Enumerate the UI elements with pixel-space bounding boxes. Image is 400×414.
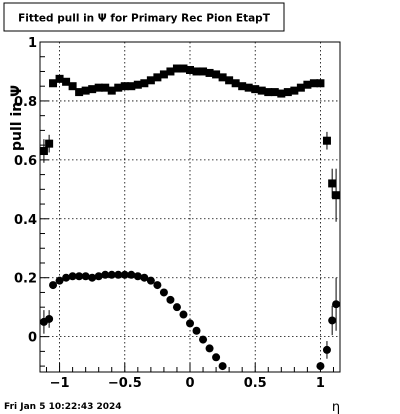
square-marker xyxy=(39,147,48,156)
square-marker xyxy=(303,80,312,89)
y-tick-label: 0.6 xyxy=(14,154,37,169)
square-marker xyxy=(68,82,77,91)
y-axis-label: pull in Ψ xyxy=(9,85,25,151)
circle-marker xyxy=(45,314,54,323)
circle-marker xyxy=(172,303,181,312)
axes: −1 −0.5 0 0.5 1 0 0.2 0.4 0.6 0.8 1 xyxy=(14,36,334,391)
circle-marker xyxy=(127,270,136,279)
square-marker xyxy=(277,89,286,98)
square-marker xyxy=(146,76,155,85)
y-tick-label: 1 xyxy=(28,36,37,51)
circle-marker xyxy=(75,272,84,281)
circle-marker xyxy=(81,272,90,281)
square-marker xyxy=(212,70,221,79)
circle-marker xyxy=(133,272,142,281)
square-marker xyxy=(244,83,253,92)
circle-marker xyxy=(88,273,97,282)
square-marker xyxy=(205,68,214,77)
x-tick-label: 0.5 xyxy=(244,376,267,391)
square-marker xyxy=(88,85,97,94)
circle-marker xyxy=(192,326,201,335)
square-marker xyxy=(94,83,103,92)
square-marker xyxy=(127,82,136,91)
square-marker xyxy=(231,79,240,88)
square-marker xyxy=(283,88,292,97)
circle-marker xyxy=(140,273,149,282)
circle-marker xyxy=(62,273,71,282)
series-square xyxy=(39,64,341,222)
square-marker xyxy=(166,67,175,76)
footer-timestamp: Fri Jan 5 10:22:43 2024 xyxy=(4,402,122,412)
square-marker xyxy=(62,77,71,86)
square-marker xyxy=(81,86,90,95)
circle-marker xyxy=(107,270,116,279)
square-marker xyxy=(290,86,299,95)
square-marker xyxy=(328,179,337,188)
square-marker xyxy=(120,82,129,91)
y-tick-label: 0.2 xyxy=(14,272,37,287)
circle-marker xyxy=(68,272,77,281)
square-marker xyxy=(296,83,305,92)
circle-marker xyxy=(114,270,123,279)
y-tick-label: 0.4 xyxy=(14,213,37,228)
circle-marker xyxy=(205,344,214,353)
circle-marker xyxy=(55,276,64,285)
title-frame xyxy=(3,2,285,32)
square-marker xyxy=(55,74,64,83)
square-marker xyxy=(114,83,123,92)
grid xyxy=(40,41,340,372)
y-tick-label: 0 xyxy=(28,331,37,346)
square-marker xyxy=(270,88,279,97)
square-marker xyxy=(75,88,84,97)
circle-marker xyxy=(218,362,227,371)
circle-marker xyxy=(101,270,110,279)
square-marker xyxy=(45,139,54,148)
circle-marker xyxy=(199,335,208,344)
square-marker xyxy=(316,79,325,88)
chart-title: Fitted pull in Ψ for Primary Rec Pion Et… xyxy=(18,13,271,25)
square-marker xyxy=(49,79,58,88)
square-marker xyxy=(251,85,260,94)
square-marker xyxy=(332,191,341,200)
square-marker xyxy=(225,76,234,85)
circle-marker xyxy=(94,272,103,281)
square-marker xyxy=(101,83,110,92)
circle-marker xyxy=(120,270,129,279)
circle-marker xyxy=(49,281,58,290)
circle-marker xyxy=(186,319,194,328)
circle-marker xyxy=(322,345,331,354)
y-tick-label: 0.8 xyxy=(14,95,37,110)
x-tick-label: −1 xyxy=(50,376,70,391)
circle-marker xyxy=(166,295,175,304)
x-tick-label: 0 xyxy=(185,376,194,391)
circle-marker xyxy=(146,276,155,285)
square-marker xyxy=(322,136,331,145)
circle-marker xyxy=(159,288,168,297)
title-box: Fitted pull in Ψ for Primary Rec Pion Et… xyxy=(3,2,285,32)
square-marker xyxy=(264,88,273,97)
square-marker xyxy=(159,70,168,79)
square-marker xyxy=(192,67,201,76)
square-marker xyxy=(179,64,188,73)
circle-marker xyxy=(212,353,221,362)
square-marker xyxy=(140,79,149,88)
square-marker xyxy=(199,67,208,76)
circle-marker xyxy=(332,300,341,309)
circle-marker xyxy=(328,316,337,325)
square-marker xyxy=(238,82,247,91)
circle-marker xyxy=(153,281,162,290)
x-tick-label: 1 xyxy=(316,376,325,391)
x-tick-label: −0.5 xyxy=(108,376,142,391)
circle-marker xyxy=(179,310,188,319)
square-marker xyxy=(107,86,116,95)
square-marker xyxy=(172,64,181,73)
square-marker xyxy=(186,65,194,74)
square-marker xyxy=(257,86,266,95)
square-marker xyxy=(133,80,142,89)
x-axis-label: η xyxy=(332,400,340,414)
square-marker xyxy=(218,73,227,82)
square-marker xyxy=(153,73,162,82)
square-marker xyxy=(309,79,318,88)
